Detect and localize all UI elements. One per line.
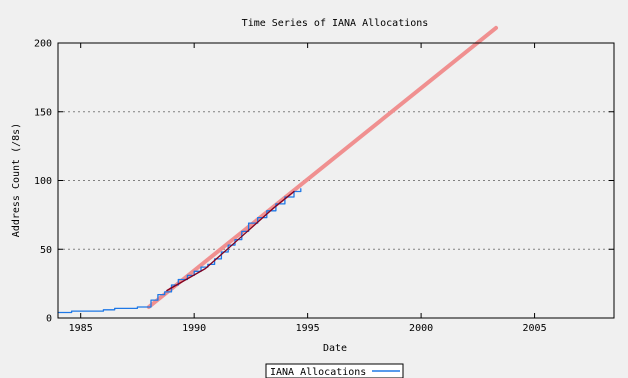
y-tick-label: 50	[40, 245, 52, 256]
x-tick-label: 2005	[523, 323, 547, 334]
x-axis-label: Date	[323, 343, 347, 354]
series-line-0	[57, 188, 302, 314]
series-line-1	[146, 25, 498, 309]
x-tick-label: 1995	[296, 323, 320, 334]
x-tick-label: 1990	[182, 323, 206, 334]
x-tick-label: 1985	[69, 323, 93, 334]
y-tick-label: 200	[34, 39, 52, 50]
grid	[58, 111, 614, 250]
y-tick-label: 0	[46, 314, 52, 325]
series-line-2	[166, 190, 295, 292]
chart-title: Time Series of IANA Allocations	[242, 18, 429, 29]
plot-frame	[57, 42, 615, 319]
legend-box	[265, 363, 404, 378]
legend: IANA Allocations	[265, 363, 404, 378]
y-axis-label: Address Count (/8s)	[11, 123, 22, 237]
legend-label: IANA Allocations	[270, 367, 366, 378]
y-tick-label: 100	[34, 176, 52, 187]
y-tick-label: 150	[34, 107, 52, 118]
x-tick-label: 2000	[409, 323, 433, 334]
series-layer	[57, 25, 498, 314]
ticks: 0 50 100 150 200 1985 1990 1995 2000 2005	[34, 39, 614, 334]
